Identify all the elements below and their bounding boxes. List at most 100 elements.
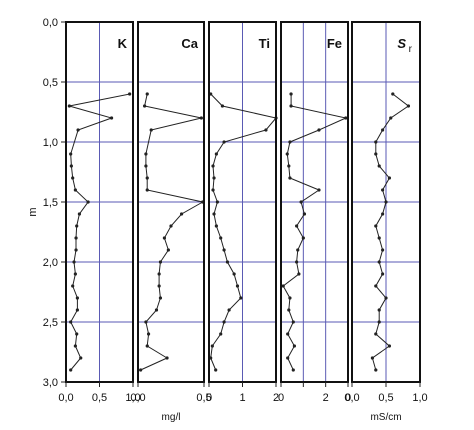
data-point bbox=[219, 236, 223, 240]
data-point bbox=[215, 200, 219, 204]
data-point bbox=[264, 128, 268, 132]
panel-k: K 0,0 0,5 1,0 bbox=[58, 21, 141, 404]
y-tick-label: 0,0 bbox=[43, 17, 58, 29]
data-point bbox=[144, 152, 148, 156]
data-point bbox=[73, 344, 77, 348]
data-point bbox=[157, 272, 161, 276]
data-point bbox=[74, 248, 78, 252]
panel-fe: Fe 0 2 0 bbox=[278, 21, 351, 404]
data-point bbox=[144, 164, 148, 168]
data-point bbox=[67, 104, 71, 108]
data-point bbox=[288, 176, 292, 180]
data-point bbox=[391, 92, 395, 96]
data-point bbox=[286, 332, 290, 336]
data-point bbox=[374, 140, 378, 144]
data-point bbox=[344, 116, 348, 120]
data-point bbox=[211, 188, 215, 192]
data-point bbox=[162, 236, 166, 240]
data-point bbox=[389, 116, 393, 120]
data-point bbox=[214, 152, 218, 156]
data-point bbox=[128, 92, 132, 96]
data-point bbox=[235, 284, 240, 288]
data-point bbox=[73, 188, 77, 192]
x-tick-label: 1,0 bbox=[125, 392, 140, 404]
panel-ti: Ti 0 1 2 bbox=[206, 21, 279, 404]
data-point bbox=[75, 224, 79, 228]
data-point bbox=[219, 332, 223, 336]
panel-label: Fe bbox=[327, 36, 342, 51]
data-point bbox=[169, 224, 173, 228]
x-tick-label: 0,0 bbox=[130, 392, 145, 404]
data-point bbox=[149, 128, 153, 132]
data-point bbox=[77, 212, 81, 216]
panel-label: S bbox=[397, 36, 406, 51]
data-point bbox=[292, 344, 296, 348]
data-point bbox=[387, 176, 391, 180]
panel-frame bbox=[280, 21, 349, 383]
data-point bbox=[69, 368, 73, 372]
data-point bbox=[381, 128, 385, 132]
data-point bbox=[144, 320, 148, 324]
data-point bbox=[143, 104, 147, 108]
data-point bbox=[145, 344, 149, 348]
data-point bbox=[317, 188, 321, 192]
data-point bbox=[71, 176, 75, 180]
data-point bbox=[139, 368, 143, 372]
panel-label-subscript: r bbox=[409, 44, 413, 55]
x-axis-unit: mS/cm bbox=[370, 412, 401, 423]
data-point bbox=[75, 332, 79, 336]
data-point bbox=[146, 332, 151, 336]
data-point bbox=[75, 296, 79, 300]
panel-label: Ti bbox=[259, 36, 270, 51]
data-point bbox=[214, 224, 218, 228]
data-point bbox=[377, 260, 381, 264]
y-axis-label: m bbox=[27, 207, 39, 216]
data-point bbox=[227, 308, 231, 312]
data-point bbox=[69, 320, 73, 324]
x-tick-label: 0 bbox=[278, 392, 284, 404]
data-point bbox=[211, 164, 215, 168]
y-tick-label: 1,5 bbox=[43, 197, 58, 209]
data-point bbox=[179, 212, 184, 216]
x-axis-unit: mg/l bbox=[162, 412, 181, 423]
data-point bbox=[381, 248, 385, 252]
data-point bbox=[286, 356, 290, 360]
data-point bbox=[86, 200, 90, 204]
panel-label: K bbox=[118, 36, 128, 51]
data-point bbox=[281, 284, 285, 288]
data-point bbox=[377, 320, 381, 324]
x-tick-label: 0,5 bbox=[196, 392, 211, 404]
data-point bbox=[232, 272, 236, 276]
data-point bbox=[210, 344, 214, 348]
data-point bbox=[212, 176, 216, 180]
data-point bbox=[301, 236, 305, 240]
data-point bbox=[387, 344, 391, 348]
y-tick-label: 0,5 bbox=[43, 77, 58, 89]
data-point bbox=[374, 284, 378, 288]
data-point bbox=[288, 296, 292, 300]
data-point bbox=[222, 140, 226, 144]
data-point bbox=[158, 260, 163, 264]
data-point bbox=[374, 224, 378, 228]
x-tick-label: 0,0 bbox=[58, 392, 73, 404]
data-point bbox=[374, 152, 378, 156]
data-point bbox=[157, 284, 161, 288]
data-point bbox=[384, 296, 388, 300]
data-point bbox=[74, 236, 78, 240]
data-point bbox=[239, 296, 243, 300]
data-point bbox=[406, 104, 411, 108]
y-tick-label: 2,5 bbox=[43, 317, 58, 329]
data-point bbox=[166, 248, 170, 252]
data-point bbox=[299, 200, 303, 204]
data-point bbox=[76, 128, 80, 132]
data-point bbox=[73, 272, 77, 276]
data-point bbox=[145, 176, 149, 180]
data-point bbox=[381, 212, 385, 216]
x-tick-label: 2 bbox=[323, 392, 329, 404]
data-point bbox=[374, 332, 378, 336]
data-point bbox=[381, 188, 385, 192]
data-point bbox=[71, 284, 75, 288]
data-point bbox=[370, 356, 374, 360]
data-point bbox=[214, 368, 218, 372]
